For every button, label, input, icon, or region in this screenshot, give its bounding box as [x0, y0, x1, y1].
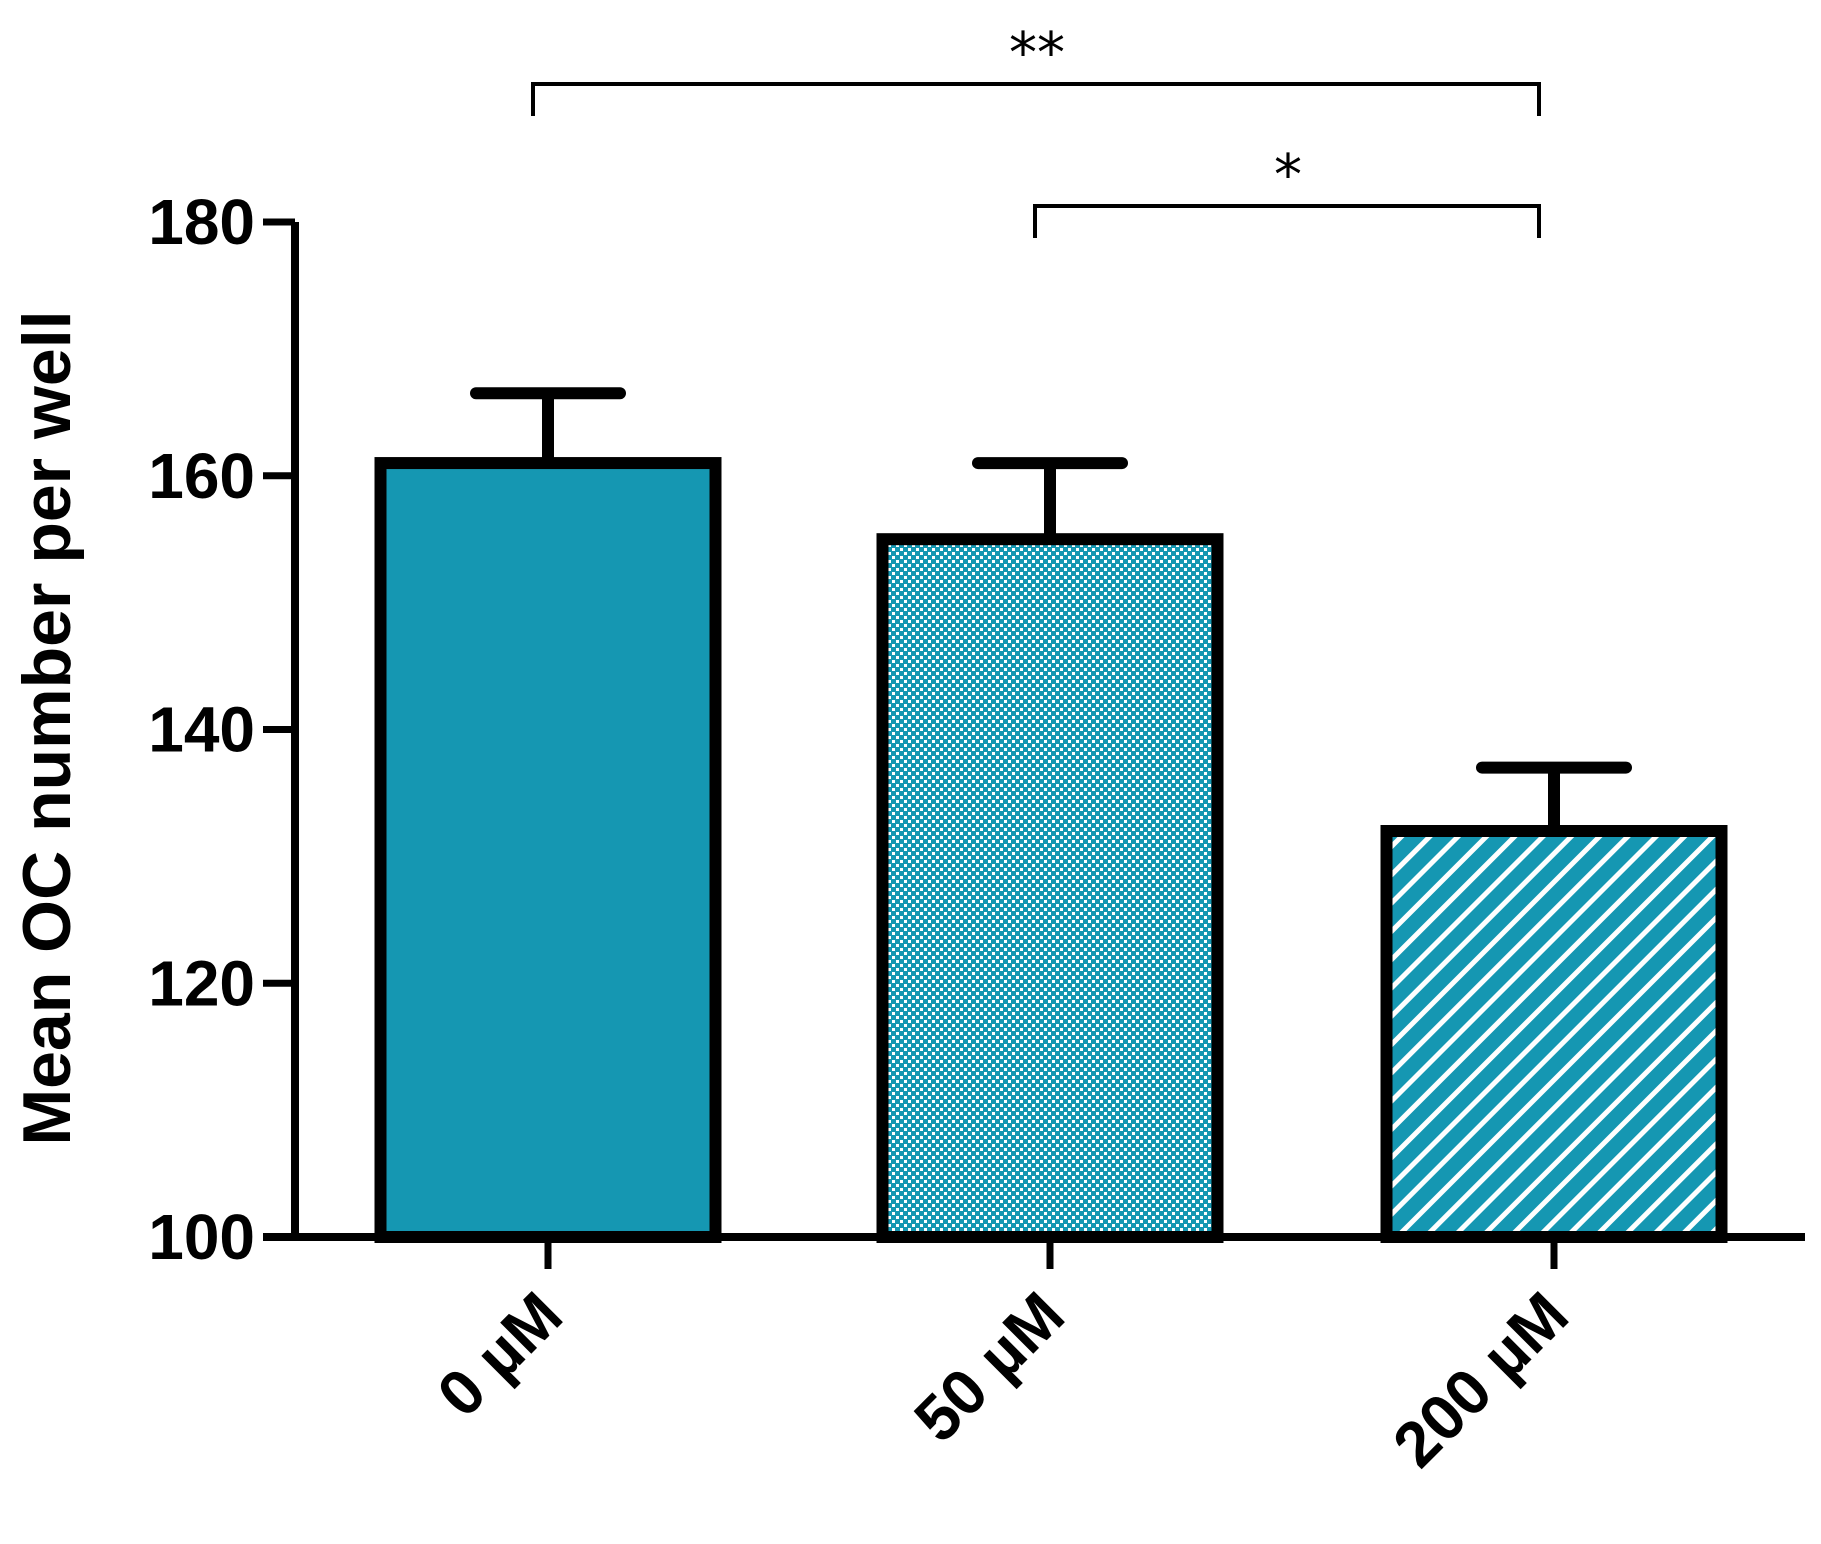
y-tick-label-0: 100 [148, 1201, 255, 1273]
x-axis: 0 µM 50 µM 200 µM [263, 1233, 1805, 1481]
significance-group: *** [531, 21, 1541, 238]
bars-group [374, 387, 1728, 1243]
bar-2 [1380, 825, 1728, 1243]
y-tick-label-2: 140 [148, 694, 255, 766]
y-tick-label-3: 160 [148, 440, 255, 512]
bar-1 [876, 533, 1224, 1243]
y-axis: 100 120 140 160 180 [148, 186, 299, 1273]
x-tick-label-1: 50 µM [900, 1278, 1078, 1456]
sig-bracket-1 [1033, 204, 1541, 238]
y-axis-title: Mean OC number per well [9, 310, 85, 1145]
y-tick-label-1: 120 [148, 947, 255, 1019]
sig-bracket-0 [531, 82, 1541, 116]
sig-label-0: ** [1009, 21, 1065, 86]
sig-label-1: * [1274, 143, 1302, 208]
bar-0 [374, 457, 722, 1243]
x-tick-label-2: 200 µM [1379, 1278, 1582, 1481]
x-tick-label-0: 0 µM [423, 1278, 575, 1430]
y-tick-label-4: 180 [148, 186, 255, 258]
